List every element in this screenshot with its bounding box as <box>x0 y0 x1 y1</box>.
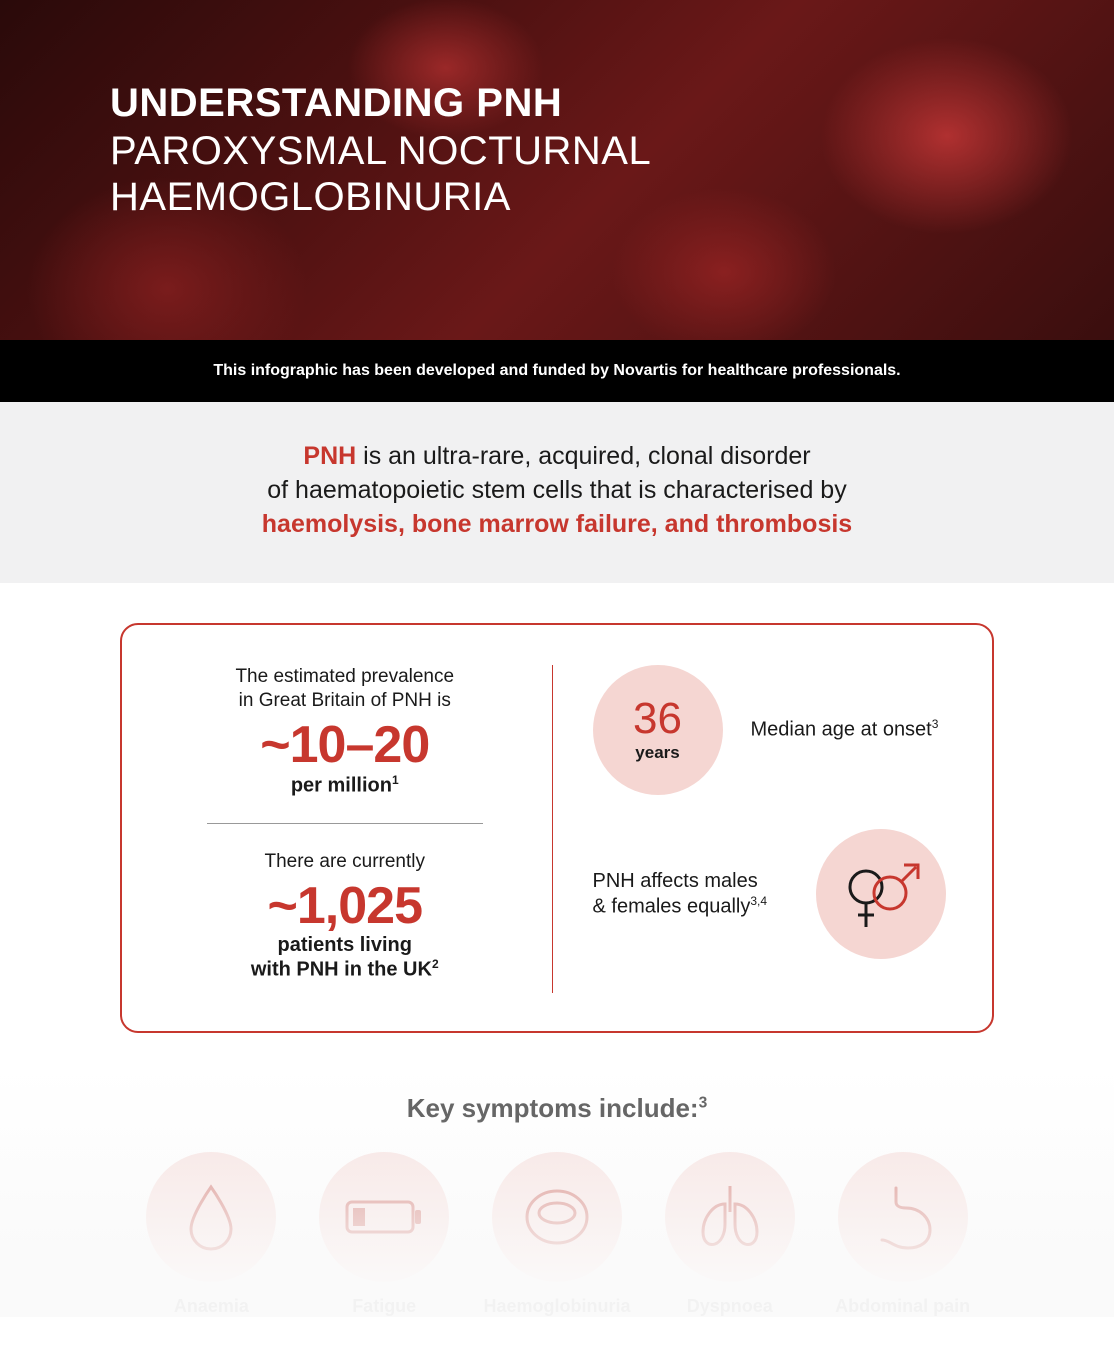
age-label: Median age at onset3 <box>751 717 939 743</box>
drop-icon <box>183 1181 239 1253</box>
patients-unit: patients living with PNH in the UK2 <box>168 934 522 982</box>
gender-label: PNH affects males & females equally3,4 <box>593 869 789 920</box>
hero-title-light: PAROXYSMAL NOCTURNAL HAEMOGLOBINURIA <box>110 128 1004 220</box>
stats-left-column: The estimated prevalence in Great Britai… <box>168 665 553 993</box>
gender-circle <box>816 829 946 959</box>
prevalence-value: ~10–20 <box>168 719 522 771</box>
age-stat: 36 years Median age at onset3 <box>593 665 947 795</box>
prevalence-unit: per million1 <box>168 773 522 798</box>
symptoms-title: Key symptoms include:3 <box>120 1093 994 1124</box>
age-circle: 36 years <box>593 665 723 795</box>
symptom-anaemia: Anaemia <box>130 1152 293 1317</box>
symptom-haemoglobinuria: Haemoglobinuria <box>476 1152 639 1317</box>
hero-banner: UNDERSTANDING PNH PAROXYSMAL NOCTURNAL H… <box>0 0 1114 340</box>
symptoms-section: Key symptoms include:3 Anaemia <box>0 1063 1114 1317</box>
battery-icon <box>343 1194 425 1240</box>
symptom-fatigue: Fatigue <box>303 1152 466 1317</box>
funding-statement: This infographic has been developed and … <box>0 340 1114 402</box>
symptom-dyspnoea: Dyspnoea <box>648 1152 811 1317</box>
symptom-abdominal-pain: Abdominal pain <box>821 1152 984 1317</box>
gender-icon <box>836 849 926 939</box>
symptoms-row: Anaemia Fatigue <box>120 1152 994 1317</box>
stomach-icon <box>868 1182 938 1252</box>
lungs-icon <box>693 1182 767 1252</box>
hero-title-bold: UNDERSTANDING PNH <box>110 82 1004 124</box>
stats-right-column: 36 years Median age at onset3 PNH affect… <box>553 665 947 993</box>
gender-stat: PNH affects males & females equally3,4 <box>593 829 947 959</box>
stats-box: The estimated prevalence in Great Britai… <box>120 623 994 1033</box>
patients-lead: There are currently <box>168 850 522 874</box>
divider <box>207 823 483 824</box>
prevalence-lead: The estimated prevalence in Great Britai… <box>168 665 522 713</box>
cell-icon <box>521 1181 593 1253</box>
intro-text: PNH is an ultra-rare, acquired, clonal d… <box>0 402 1114 583</box>
patients-value: ~1,025 <box>168 880 522 932</box>
